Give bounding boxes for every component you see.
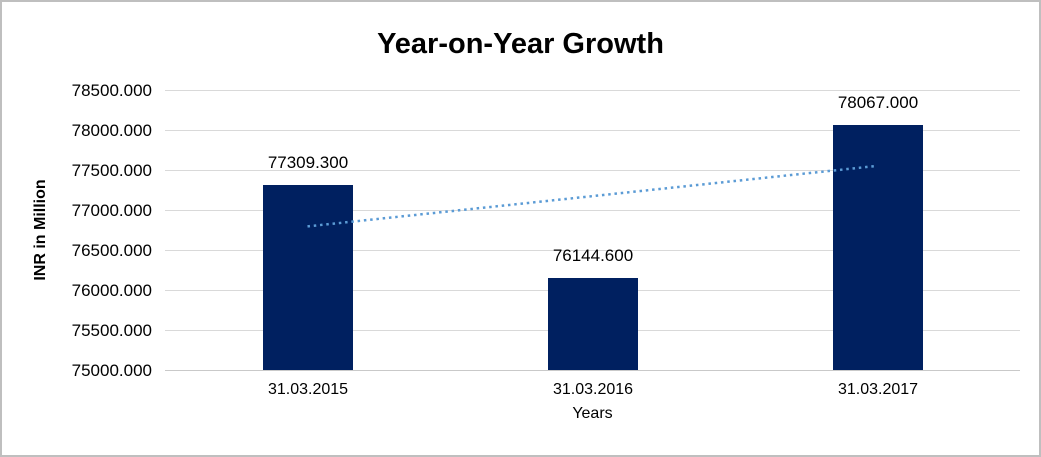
x-axis-tick-label: 31.03.2016 — [552, 381, 634, 398]
y-axis-tick-label: 77500.000 — [71, 161, 152, 180]
bar-data-label: 78067.000 — [837, 93, 919, 112]
gridline — [165, 130, 1020, 131]
plot-area: 77309.300 76144.600 78067.000 — [165, 90, 1020, 371]
bar-31.03.2017 — [833, 125, 923, 370]
bar-data-label: 76144.600 — [552, 246, 634, 265]
y-axis-tick-label: 76000.000 — [71, 281, 152, 300]
bar-31.03.2015 — [263, 185, 353, 370]
y-axis-tick-label: 75000.000 — [71, 361, 152, 380]
y-axis-tick-label: 78500.000 — [71, 81, 152, 100]
gridline — [165, 250, 1020, 251]
y-axis-tick-label: 77000.000 — [71, 201, 152, 220]
y-axis-tick-label: 78000.000 — [71, 121, 152, 140]
x-axis-tick-label: 31.03.2015 — [267, 381, 349, 398]
gridline — [165, 370, 1020, 371]
bar-31.03.2016 — [548, 278, 638, 370]
chart-title: Year-on-Year Growth — [377, 28, 664, 60]
x-axis-title: Years — [572, 405, 613, 422]
y-axis-tick-label: 76500.000 — [71, 241, 152, 260]
y-axis-tick-label: 75500.000 — [71, 321, 152, 340]
bar-data-label: 77309.300 — [267, 153, 349, 172]
x-axis-tick-label: 31.03.2017 — [837, 381, 919, 398]
gridline — [165, 90, 1020, 91]
